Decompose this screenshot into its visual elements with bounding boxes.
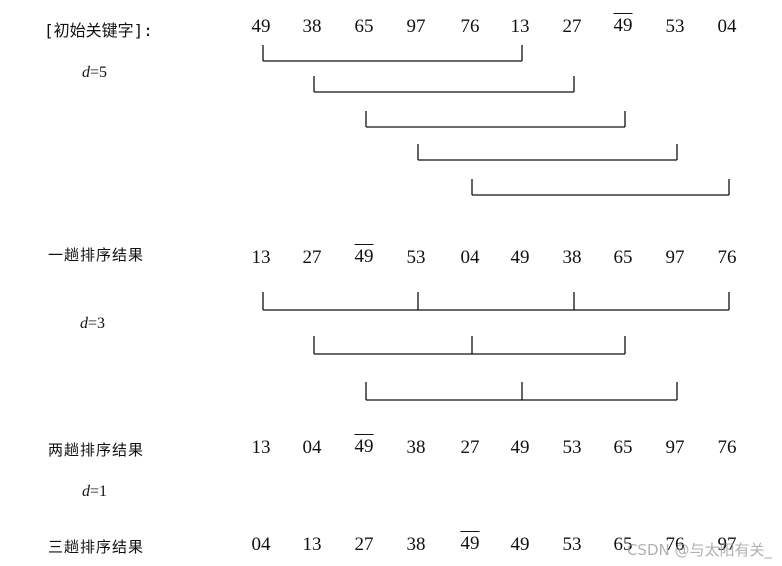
pass2-key-0: 13 (251, 437, 271, 458)
initial-key-0: 49 (251, 16, 271, 37)
pass1-key-6: 38 (562, 247, 582, 268)
pass2-key-3: 38 (406, 437, 426, 458)
initial-key-7: 49 (613, 13, 633, 36)
pass2-key-9: 76 (717, 437, 737, 458)
pass1-key-2: 49 (354, 244, 374, 267)
initial-keys-label: [初始关键字]: (44, 21, 153, 40)
watermark: CSDN @与太阳有关_ (626, 541, 772, 559)
pass2-key-5: 49 (510, 437, 530, 458)
pass3-key-5: 49 (510, 534, 530, 555)
initial-key-1: 38 (302, 16, 322, 37)
pass2-key-8: 97 (665, 437, 685, 458)
increment-d3: d=3 (80, 315, 106, 332)
pass1-label: 一趟排序结果 (48, 246, 145, 264)
initial-key-9: 04 (717, 16, 737, 37)
pass2-key-1: 04 (302, 437, 322, 458)
increment-d1: d=1 (82, 483, 108, 500)
initial-key-3: 97 (406, 16, 426, 37)
pass3-key-8: 76 (665, 534, 685, 555)
pass2-label: 两趟排序结果 (48, 441, 145, 459)
pass3-key-0: 04 (251, 534, 271, 555)
pass3-key-4: 49 (460, 531, 480, 554)
pass1-key-8: 97 (665, 247, 685, 268)
initial-key-4: 76 (460, 16, 480, 37)
pass1-key-1: 27 (302, 247, 322, 268)
pass2-key-4: 27 (460, 437, 480, 458)
initial-key-8: 53 (665, 16, 685, 37)
pass3-label: 三趟排序结果 (48, 538, 145, 556)
pass1-key-3: 53 (406, 247, 426, 268)
pass3-key-2: 27 (354, 534, 374, 555)
pass1-key-4: 04 (460, 247, 480, 268)
pass2-key-2: 49 (354, 434, 374, 457)
pass3-key-9: 97 (717, 534, 737, 555)
pass2-key-6: 53 (562, 437, 582, 458)
initial-key-2: 65 (354, 16, 374, 37)
pass1-key-7: 65 (613, 247, 633, 268)
pass1-key-9: 76 (717, 247, 737, 268)
pass1-key-0: 13 (251, 247, 271, 268)
pass3-key-7: 65 (613, 534, 633, 555)
pass3-key-3: 38 (406, 534, 426, 555)
initial-key-6: 27 (562, 16, 582, 37)
pass2-key-7: 65 (613, 437, 633, 458)
initial-key-5: 13 (510, 16, 530, 37)
pass3-key-6: 53 (562, 534, 582, 555)
pass1-key-5: 49 (510, 247, 530, 268)
increment-d5: d=5 (82, 64, 108, 81)
pass3-key-1: 13 (302, 534, 322, 555)
